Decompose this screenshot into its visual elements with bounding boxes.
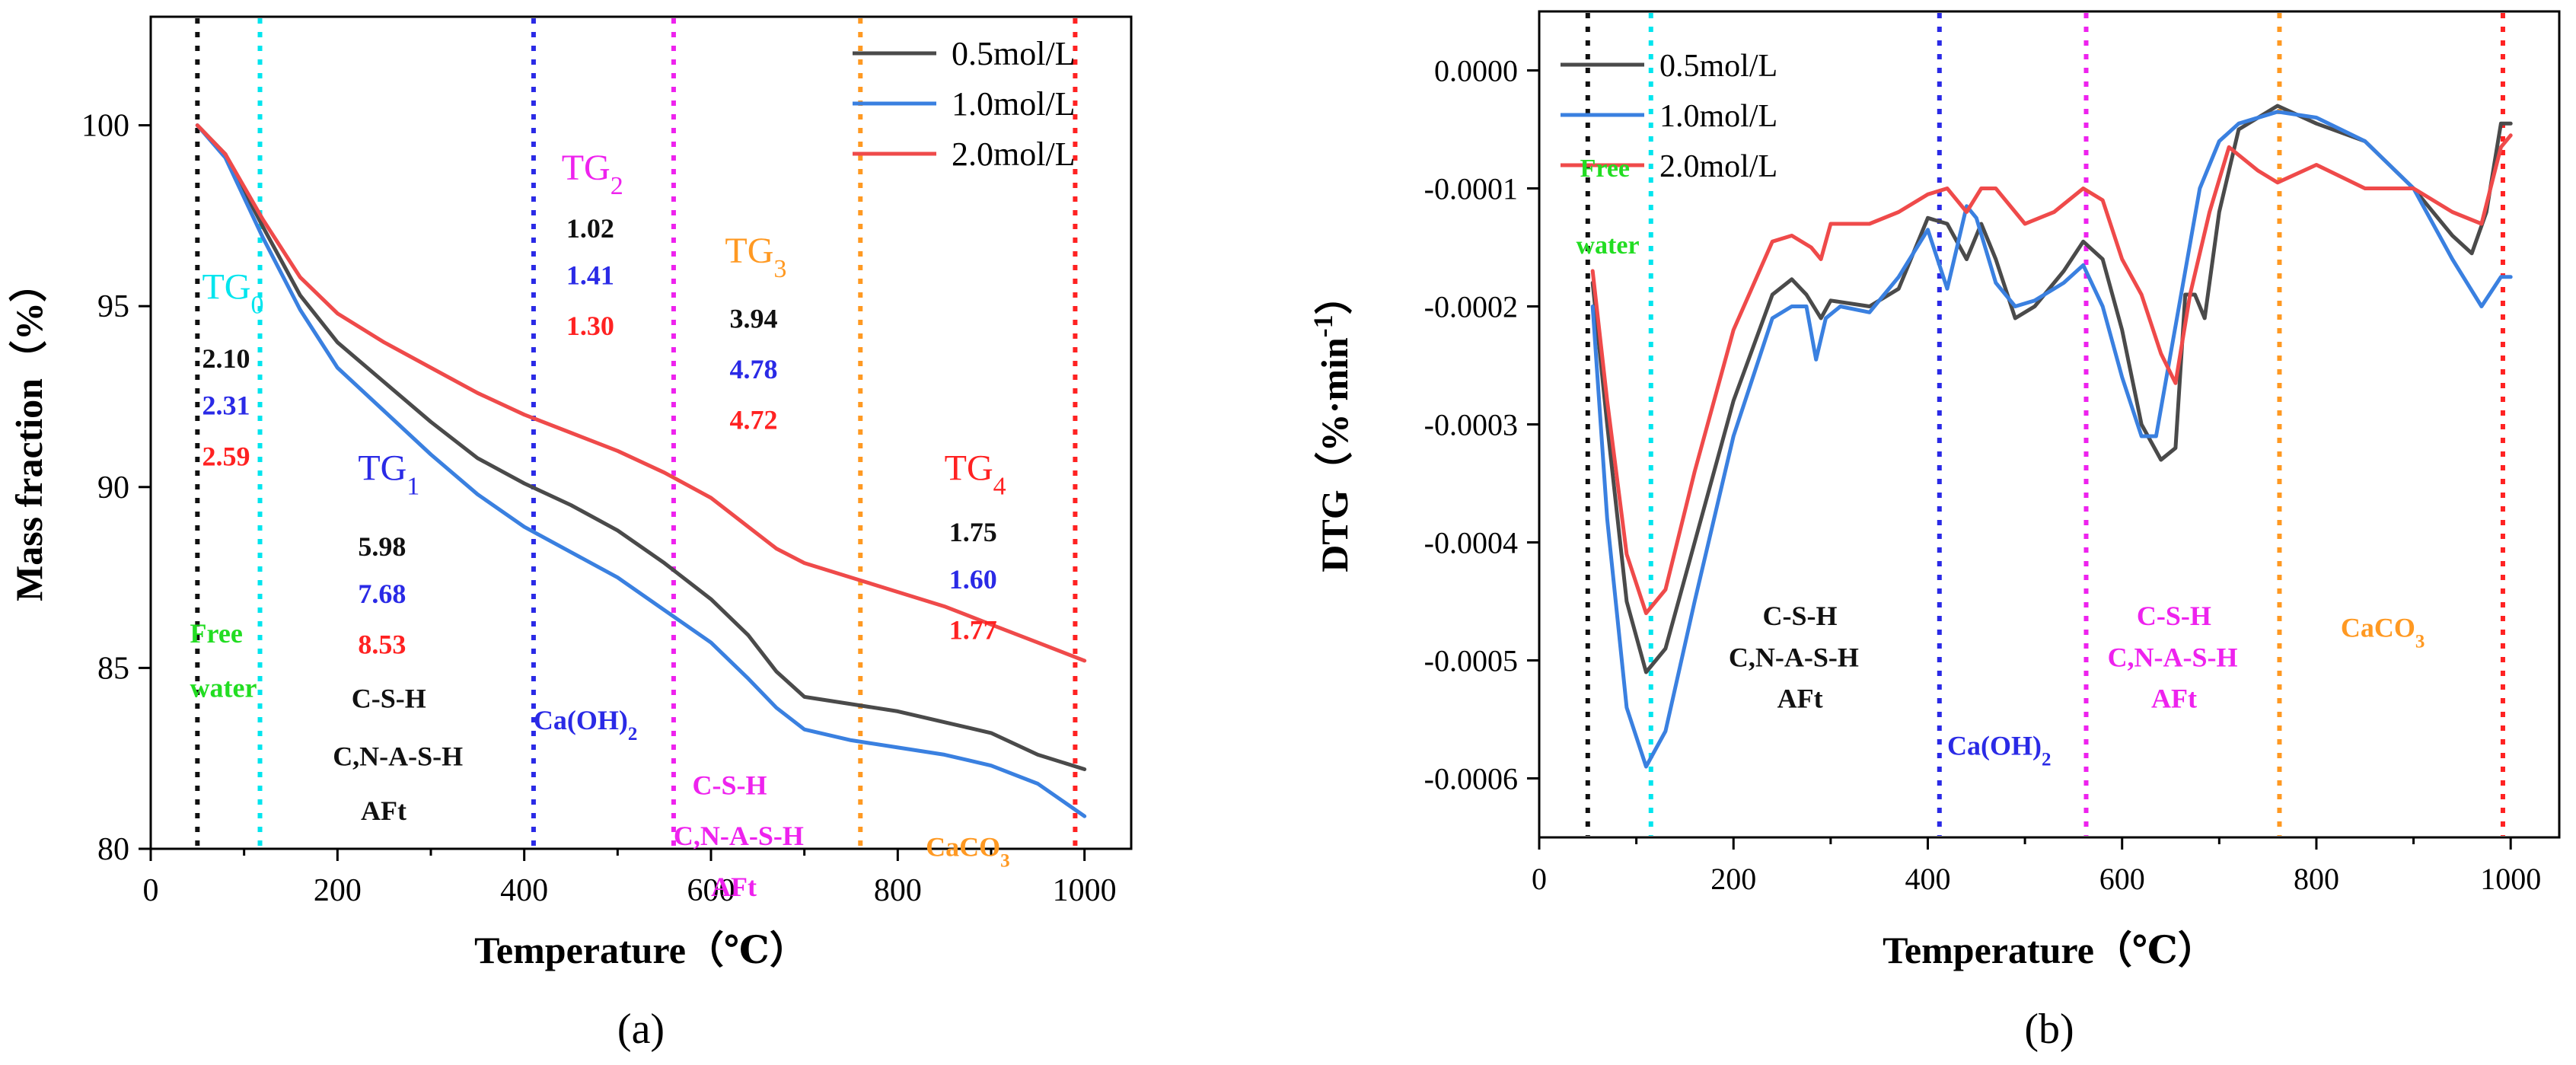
annotation-label: C-S-H — [2137, 601, 2211, 631]
annotation-label: C-S-H — [352, 684, 426, 714]
annotation-label: C,N-A-S-H — [674, 821, 804, 851]
annotation-label: 1.60 — [949, 564, 997, 595]
x-axis-title: Temperature（℃） — [474, 929, 808, 971]
series-line-3 — [1590, 133, 2513, 615]
annotation-label: 1.30 — [566, 311, 614, 341]
legend-label-2: 1.0mol/L — [952, 85, 1076, 123]
annotation-label: TG0 — [202, 267, 263, 320]
x-tick-label: 200 — [1710, 862, 1756, 896]
annotation-label: CaCO3 — [2341, 613, 2425, 652]
annotation-label: Free — [190, 618, 243, 649]
y-axis-title: Mass fraction（%） — [8, 264, 50, 601]
annotation-label: water — [1576, 231, 1639, 260]
annotation-label: 4.72 — [730, 405, 778, 435]
y-tick-label: 100 — [81, 109, 129, 144]
annotation-label: C,N-A-S-H — [1729, 642, 1859, 672]
annotation-label: C-S-H — [1763, 601, 1838, 631]
y-tick-label: -0.0002 — [1424, 290, 1518, 324]
legend-label-3: 2.0mol/L — [952, 136, 1076, 173]
x-tick-label: 400 — [1905, 862, 1950, 896]
x-tick-label: 800 — [874, 873, 922, 908]
y-tick-label: -0.0001 — [1424, 172, 1518, 206]
annotation-label: Free — [1580, 155, 1630, 183]
annotation-label: 1.02 — [566, 213, 614, 244]
annotation-label: 7.68 — [358, 579, 406, 609]
x-tick-label: 800 — [2294, 862, 2339, 896]
plot-frame — [1538, 10, 2561, 839]
annotation-label: 2.10 — [202, 343, 250, 374]
legend-label-3: 2.0mol/L — [1659, 149, 1777, 184]
series-line-1 — [195, 123, 1087, 771]
y-tick-label: 0.0000 — [1434, 54, 1518, 88]
x-tick-label: 0 — [1532, 862, 1547, 896]
y-tick-label: 80 — [97, 832, 129, 867]
annotation-label: 1.41 — [566, 260, 614, 291]
annotation-label: 2.31 — [202, 391, 250, 421]
x-tick-label: 0 — [143, 873, 159, 908]
legend-label-1: 0.5mol/L — [1659, 49, 1777, 84]
annotation-label: TG3 — [725, 231, 786, 283]
annotation-label: C,N-A-S-H — [2108, 642, 2238, 672]
annotation-label: AFt — [2151, 684, 2197, 714]
legend-label-1: 0.5mol/L — [952, 35, 1076, 72]
annotation-label: AFt — [711, 872, 757, 902]
annotation-label: 1.75 — [949, 517, 997, 547]
y-tick-label: -0.0003 — [1424, 408, 1518, 442]
panel-a-tg-chart: 0 200 400 600 800 1000 80 85 90 95 100 Temperature（… — [8, 15, 1133, 1053]
y-tick-label: 85 — [97, 651, 129, 686]
x-tick-label: 600 — [2099, 862, 2145, 896]
annotation-label: 1.77 — [949, 614, 997, 645]
annotation-label: 8.53 — [358, 629, 406, 659]
annotation-label: TG2 — [562, 148, 623, 200]
annotation-label: AFt — [1777, 684, 1823, 714]
annotation-label: 3.94 — [730, 304, 778, 334]
annotation-label: CaCO3 — [926, 832, 1010, 872]
x-axis-title: Temperature（℃） — [1883, 929, 2216, 971]
y-tick-label: -0.0004 — [1424, 526, 1518, 560]
y-tick-label: 95 — [97, 289, 129, 324]
series-line-1 — [1590, 104, 2513, 674]
annotation-label: AFt — [361, 796, 406, 826]
panel-label: (b) — [2024, 1006, 2074, 1053]
x-tick-label: 1000 — [1053, 873, 1117, 908]
panel-b-dtg-chart: 0 200 400 600 800 1000 -0.0006 -0.0005 -0.0004 -0… — [1308, 10, 2561, 1053]
annotation-label: Ca(OH)2 — [1947, 731, 2051, 770]
legend-label-2: 1.0mol/L — [1659, 99, 1777, 134]
plot-frame — [149, 15, 1133, 850]
x-tick-label: 400 — [500, 873, 548, 908]
y-tick-label: -0.0005 — [1424, 644, 1518, 678]
annotation-label: C,N-A-S-H — [333, 741, 463, 772]
annotation-label: water — [190, 672, 257, 703]
annotation-label: TG1 — [358, 448, 419, 500]
annotation-label: Ca(OH)2 — [534, 705, 637, 745]
x-tick-label: 1000 — [2480, 862, 2541, 896]
annotation-label: 4.78 — [730, 354, 778, 384]
annotation-label: 5.98 — [358, 531, 406, 562]
panel-label: (a) — [617, 1006, 665, 1053]
series-line-2 — [195, 123, 1087, 818]
y-tick-label: 90 — [97, 470, 129, 505]
series-line-3 — [195, 123, 1087, 663]
x-tick-label: 200 — [314, 873, 362, 908]
annotation-label: 2.59 — [202, 441, 250, 471]
x-tick-label: 600 — [687, 873, 735, 908]
series-line-2 — [1590, 110, 2513, 769]
annotation-label: C-S-H — [692, 770, 767, 801]
annotation-label: TG4 — [945, 448, 1006, 500]
y-axis-title: DTG（%·min-1） — [1308, 276, 1356, 572]
y-tick-label: -0.0006 — [1424, 762, 1518, 796]
